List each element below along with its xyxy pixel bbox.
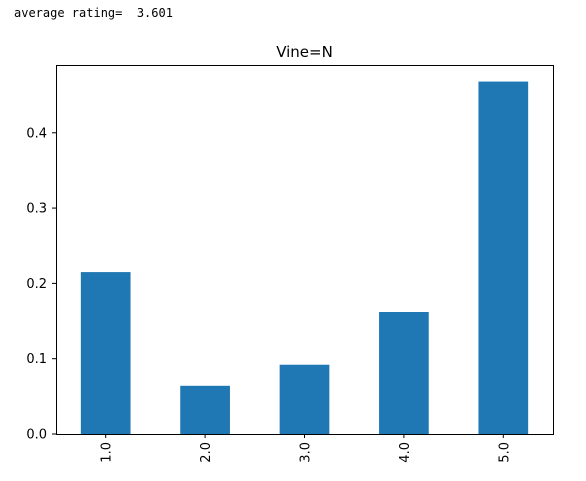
y-tick-label: 0.2	[26, 277, 47, 292]
x-tick-label: 3.0	[299, 442, 314, 463]
output-text: average rating= 3.601	[14, 6, 173, 20]
y-tick-label: 0.0	[26, 428, 47, 443]
bars-group	[80, 81, 529, 434]
bar-4.0	[379, 312, 429, 434]
bar-3.0	[279, 364, 330, 434]
y-tick-label: 0.3	[26, 202, 47, 217]
x-axis: 1.0 2.0 3.0 4.0 5.0	[100, 434, 512, 463]
bar-5.0	[478, 81, 529, 434]
bar-1.0	[80, 272, 131, 434]
y-axis: 0.0 0.1 0.2 0.3 0.4	[26, 126, 56, 443]
bar-2.0	[180, 385, 230, 434]
x-tick-label: 2.0	[199, 442, 214, 463]
x-tick-label: 1.0	[100, 442, 115, 463]
chart-title: Vine=N	[276, 43, 333, 61]
x-tick-label: 5.0	[497, 442, 512, 463]
plot-frame	[56, 65, 554, 435]
y-tick-label: 0.4	[26, 126, 47, 141]
y-tick-label: 0.1	[26, 352, 47, 367]
x-tick-label: 4.0	[398, 442, 413, 463]
